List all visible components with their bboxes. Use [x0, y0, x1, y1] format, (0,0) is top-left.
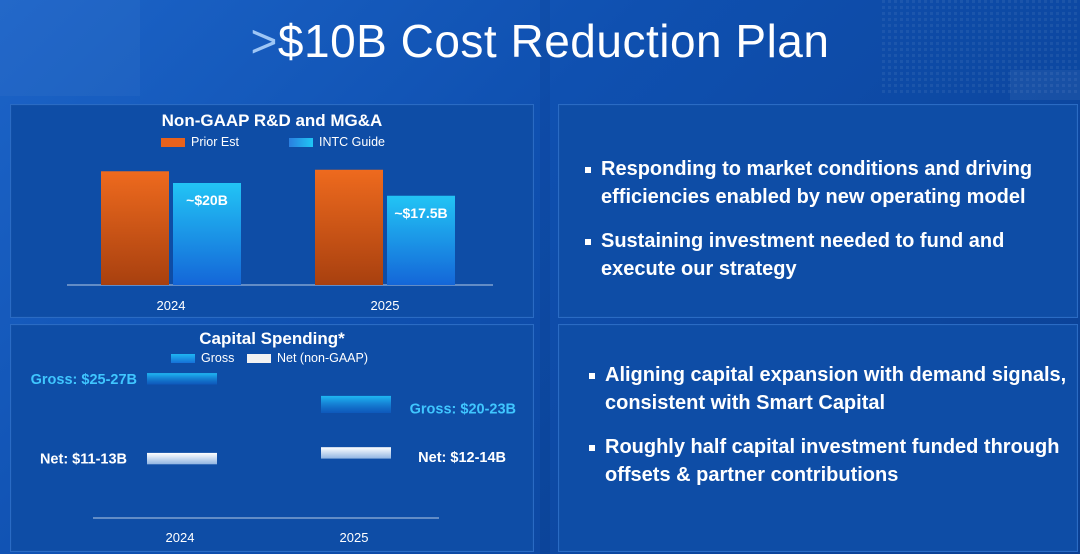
bullet-text: Aligning capital expansion with demand s…	[605, 364, 1067, 414]
capex-legend-gross-label: Gross	[201, 351, 235, 365]
capex-data-label: Gross: $25-27B	[31, 372, 137, 388]
rd-bar-intc-guide	[173, 183, 241, 285]
rd-legend-prior-label: Prior Est	[191, 135, 239, 149]
rd-bar-prior-est	[315, 169, 383, 285]
text-panel-top: Responding to market conditions and driv…	[558, 104, 1078, 318]
prior-est-swatch	[161, 137, 185, 147]
bullet-item: Roughly half capital investment funded t…	[589, 433, 1067, 489]
rd-chart-plot: ~$20B 2024 ~$17.5B 2025	[67, 169, 493, 313]
bullet-text: Sustaining investment needed to fund and…	[601, 230, 1005, 280]
title-text: $10B Cost Reduction Plan	[277, 15, 830, 67]
bullet-list-bottom: Aligning capital expansion with demand s…	[589, 361, 1067, 505]
rd-bar-prior-est	[101, 171, 169, 285]
capex-x-tick-label: 2024	[166, 530, 195, 545]
rd-data-label: ~$17.5B	[394, 205, 447, 221]
bullet-dot	[589, 373, 595, 379]
capex-bar-gross	[147, 373, 217, 385]
capex-chart-panel: Capital Spending* Gross Net (non-GAAP) G…	[10, 324, 534, 552]
capex-legend-net-label: Net (non-GAAP)	[277, 351, 369, 365]
capex-bar-gross	[321, 395, 391, 413]
bullet-item: Aligning capital expansion with demand s…	[589, 361, 1067, 417]
net-swatch	[247, 353, 271, 363]
capex-bar-net	[321, 447, 391, 459]
bullet-dot	[585, 239, 591, 245]
capex-legend-net: Net (non-GAAP)	[247, 351, 368, 365]
title-prefix: >	[250, 15, 278, 67]
text-panel-bottom: Aligning capital expansion with demand s…	[558, 324, 1078, 552]
bullet-list-top: Responding to market conditions and driv…	[585, 155, 1067, 299]
rd-bar-intc-guide	[387, 195, 455, 285]
bullet-dot	[585, 167, 591, 173]
capex-bar-net	[147, 452, 217, 465]
bullet-text: Responding to market conditions and driv…	[601, 158, 1033, 208]
capex-data-label: Net: $11-13B	[40, 452, 127, 468]
rd-x-tick-label: 2024	[157, 298, 186, 313]
rd-x-tick-label: 2025	[371, 298, 400, 313]
capex-legend-gross: Gross	[171, 351, 234, 365]
rd-legend-guide: INTC Guide	[289, 135, 385, 149]
capex-chart-plot: Gross: $25-27B Gross: $20-23B Net: $11-13B…	[31, 372, 516, 545]
gross-swatch	[171, 353, 195, 363]
rd-legend-guide-label: INTC Guide	[319, 135, 385, 149]
capex-x-tick-label: 2025	[340, 530, 369, 545]
page-title: >$10B Cost Reduction Plan	[0, 14, 1080, 68]
bullet-dot	[589, 445, 595, 451]
rd-mga-chart-panel: Non-GAAP R&D and MG&A Prior Est INTC Gui…	[10, 104, 534, 318]
bullet-item: Responding to market conditions and driv…	[585, 155, 1067, 211]
bullet-item: Sustaining investment needed to fund and…	[585, 227, 1067, 283]
rd-legend-prior: Prior Est	[161, 135, 239, 149]
capex-data-label: Net: $12-14B	[418, 450, 506, 466]
rd-chart-title: Non-GAAP R&D and MG&A	[161, 111, 383, 130]
rd-data-label: ~$20B	[186, 192, 228, 208]
bullet-text: Roughly half capital investment funded t…	[605, 436, 1060, 486]
intc-guide-swatch	[289, 137, 313, 147]
capex-data-label: Gross: $20-23B	[410, 401, 516, 417]
capex-chart-title: Capital Spending*	[199, 329, 345, 348]
